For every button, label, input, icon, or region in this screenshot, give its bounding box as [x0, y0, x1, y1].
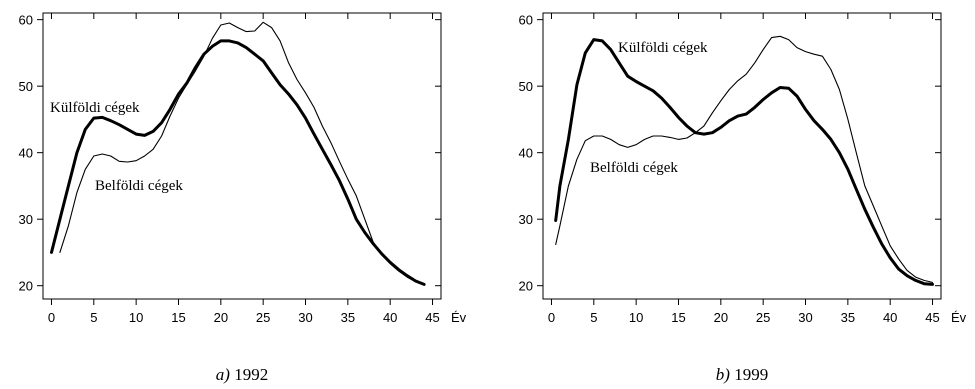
y-tick-label: 50 [19, 79, 33, 94]
x-tick-label: 15 [171, 310, 185, 325]
x-tick-label: 0 [48, 310, 55, 325]
x-tick-label: 35 [841, 310, 855, 325]
panel-caption: a) 1992 [216, 365, 268, 384]
plot-frame [542, 12, 942, 300]
x-tick-label: 10 [129, 310, 143, 325]
series-line-kulfoldi [554, 38, 934, 286]
x-tick-label: 25 [756, 310, 770, 325]
y-tick-label: 30 [519, 212, 533, 227]
x-tick-label: 10 [629, 310, 643, 325]
panel-caption-year: 1992 [230, 365, 268, 384]
x-tick-label: 30 [798, 310, 812, 325]
panel-1999: 0 5 10 15 20 25 30 35 40 45 Év 20 30 40 50 60 Külföldi c… [519, 12, 967, 384]
panel-caption: b) 1999 [716, 365, 768, 384]
annotation-kulfoldi: Külföldi cégek [618, 40, 708, 56]
y-tick-label: 20 [519, 279, 533, 294]
y-tick-label: 40 [19, 146, 33, 161]
x-tick-label: 5 [90, 310, 97, 325]
x-tick-label: 20 [714, 310, 728, 325]
x-tick-label: 0 [548, 310, 555, 325]
panel-caption-letter: b) [716, 365, 731, 384]
series-line-belfoldi [555, 35, 934, 283]
plot-frame [42, 12, 442, 300]
y-tick-label: 60 [519, 13, 533, 28]
x-tick-label: 45 [925, 310, 939, 325]
x-tick-label: 30 [298, 310, 312, 325]
panel-1992: 0 5 10 15 20 25 30 35 40 45 Év 20 30 40 50 60 Külföldi c… [19, 12, 467, 384]
y-tick-label: 50 [519, 79, 533, 94]
panel-caption-year: 1999 [730, 365, 768, 384]
panel-caption-letter: a) [216, 365, 231, 384]
y-tick-label: 60 [19, 13, 33, 28]
y-tick-label: 20 [19, 279, 33, 294]
x-tick-label: 40 [383, 310, 397, 325]
annotation-belfoldi: Belföldi cégek [590, 160, 678, 176]
annotation-kulfoldi: Külföldi cégek [50, 100, 140, 116]
x-tick-label: 45 [425, 310, 439, 325]
series-line-kulfoldi [50, 39, 426, 286]
x-axis-unit-label: Év [951, 310, 967, 325]
x-tick-label: 15 [671, 310, 685, 325]
series-line-belfoldi [59, 21, 425, 286]
x-tick-label: 20 [214, 310, 228, 325]
x-tick-label: 40 [883, 310, 897, 325]
y-tick-label: 40 [519, 146, 533, 161]
y-tick-label: 30 [19, 212, 33, 227]
x-tick-label: 35 [341, 310, 355, 325]
x-axis-unit-label: Év [451, 310, 467, 325]
x-tick-label: 25 [256, 310, 270, 325]
annotation-belfoldi: Belföldi cégek [95, 178, 183, 194]
x-tick-label: 5 [590, 310, 597, 325]
